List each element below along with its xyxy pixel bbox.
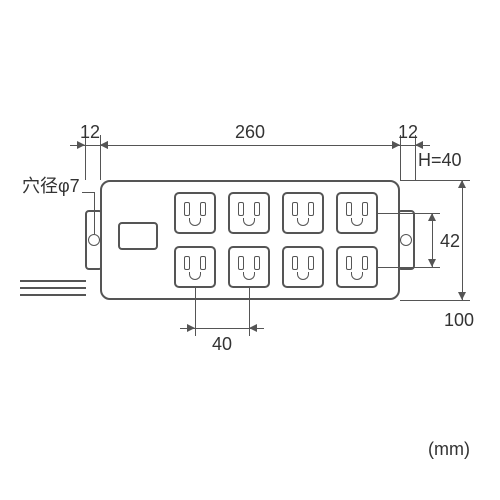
- outlet-5: [174, 246, 216, 288]
- ext-line: [400, 300, 470, 301]
- dim-100-label: 100: [444, 310, 474, 331]
- outlet-1: [174, 192, 216, 234]
- indicator-window: [118, 222, 158, 250]
- hole-leader-h: [82, 192, 94, 193]
- hole-leader-v: [94, 192, 95, 234]
- dim-42-label: 42: [440, 231, 460, 252]
- hole-dia-label: 穴径φ7: [22, 172, 80, 198]
- cable-3: [20, 294, 86, 296]
- cable-1: [20, 280, 86, 282]
- diagram-canvas: { "unit_label": "(mm)", "dims": { "top_l…: [0, 0, 500, 500]
- dim-h40-label: H=40: [418, 150, 462, 171]
- outlet-4: [336, 192, 378, 234]
- arrow: [428, 259, 436, 267]
- outlet-6: [228, 246, 270, 288]
- arrow: [249, 324, 257, 332]
- dim-260-line: [100, 145, 400, 146]
- unit-label: (mm): [428, 439, 470, 460]
- ext-line: [378, 267, 440, 268]
- dim-12r-label: 12: [398, 122, 418, 143]
- arrow: [428, 213, 436, 221]
- arrow: [458, 292, 466, 300]
- arrow: [458, 180, 466, 188]
- dim-260-label: 260: [235, 122, 265, 143]
- dim-12l-label: 12: [80, 122, 100, 143]
- mount-hole-right: [400, 234, 412, 246]
- dim-100-line: [462, 180, 463, 300]
- cable-2: [20, 287, 86, 289]
- outlet-3: [282, 192, 324, 234]
- dim-40-label: 40: [212, 334, 232, 355]
- mount-hole-left: [88, 234, 100, 246]
- outlet-2: [228, 192, 270, 234]
- arrow: [187, 324, 195, 332]
- arrow: [100, 141, 108, 149]
- outlet-7: [282, 246, 324, 288]
- outlet-8: [336, 246, 378, 288]
